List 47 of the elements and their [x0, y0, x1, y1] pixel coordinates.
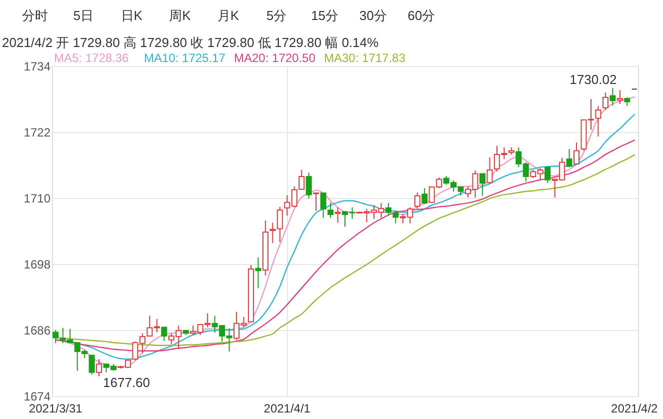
- candlestick: [161, 326, 168, 342]
- candlestick: [96, 358, 102, 377]
- y-tick-label: 1710: [24, 192, 51, 206]
- y-tick-label: 1722: [24, 126, 51, 140]
- text: 60分: [408, 8, 436, 23]
- candlestick: [320, 192, 326, 218]
- candlestick: [479, 172, 486, 196]
- candlestick: [328, 202, 334, 218]
- text: MA20: 1720.50: [234, 51, 316, 65]
- candlestick: [602, 92, 608, 110]
- candlestick: [595, 106, 602, 137]
- text: MA5: 1728.36: [54, 51, 130, 65]
- x-tick-label: 2021/4/2: [611, 402, 658, 416]
- candlestick: [610, 87, 616, 106]
- y-tick-label: 1734: [24, 60, 51, 74]
- candlestick: [486, 156, 493, 184]
- text: 日K: [120, 8, 143, 23]
- candlestick: [574, 142, 580, 165]
- candlestick: [52, 330, 59, 344]
- x-tick-label: 2021/3/31: [28, 402, 83, 416]
- candlestick: [422, 188, 428, 205]
- candlestick: [298, 169, 305, 190]
- candlestick: [566, 148, 572, 168]
- candlestick: [334, 206, 341, 224]
- x-tick-label: 2021/4/1: [264, 402, 311, 416]
- candlestick: [544, 166, 551, 184]
- candlestick: [313, 192, 320, 212]
- text: MA30: 1717.83: [324, 51, 406, 65]
- candlestick: [616, 90, 623, 104]
- chart-title: 2021/4/2 开 1729.80 高 1729.80 收 1729.80 低 1729.80 幅 0.14%: [2, 35, 379, 50]
- y-tick-label: 1674: [24, 390, 51, 404]
- text: 15分: [311, 8, 339, 23]
- text: 30分: [359, 8, 387, 23]
- text: 5分: [266, 8, 287, 23]
- candlestick: [306, 172, 312, 200]
- text: 5日: [73, 8, 94, 23]
- text: 分时: [22, 8, 48, 23]
- text: 1730.02: [570, 72, 617, 87]
- y-tick-label: 1698: [24, 258, 51, 272]
- y-tick-label: 1686: [24, 324, 51, 338]
- text: 月K: [217, 8, 240, 23]
- text: MA10: 1725.17: [144, 51, 226, 65]
- text: 1677.60: [103, 375, 150, 390]
- text: 周K: [169, 8, 192, 23]
- candlestick: [88, 354, 95, 376]
- candlestick: [414, 192, 420, 210]
- candlestick: [255, 256, 262, 289]
